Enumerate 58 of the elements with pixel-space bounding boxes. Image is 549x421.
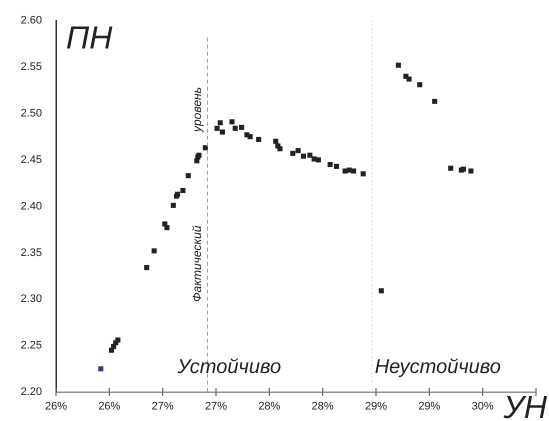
point (351, 168, 356, 174)
point (115, 337, 120, 343)
point (316, 157, 321, 162)
point (378, 288, 384, 294)
point (334, 164, 340, 169)
y-tick-label: 2.60 (20, 14, 42, 27)
point (164, 225, 170, 230)
point (98, 366, 104, 372)
y-tick-label: 2.40 (20, 200, 42, 212)
y-tick-label: 2.45 (20, 154, 42, 166)
x-tick-label: 30% (472, 400, 494, 413)
point (448, 166, 454, 171)
point (144, 265, 150, 270)
x-tick-label: 26% (44, 400, 68, 413)
point (232, 126, 238, 131)
y-tick-label: 2.25 (20, 340, 42, 352)
x-tick-label: 26% (98, 400, 121, 413)
y-tick-label: 2.30 (20, 293, 42, 306)
y-tick-label: 2.50 (20, 107, 42, 120)
y-axis-title: ПН (66, 20, 114, 56)
point (152, 248, 157, 254)
point (396, 62, 401, 68)
x-tick-label: 27% (152, 400, 174, 413)
annotation: Устойчиво (176, 356, 282, 378)
point (328, 162, 333, 168)
point (256, 136, 262, 142)
point (417, 82, 422, 88)
x-tick-label: 27% (204, 400, 228, 413)
point (214, 126, 220, 131)
point (239, 124, 244, 130)
point (218, 120, 223, 126)
point (406, 76, 412, 82)
x-tick-label: 28% (258, 400, 281, 413)
point (170, 202, 176, 208)
y-tick-label: 2.20 (20, 386, 42, 398)
point (180, 188, 186, 194)
point (360, 171, 366, 176)
annotation: Неустойчиво (374, 356, 501, 378)
point (229, 119, 235, 124)
y-tick-label: 2.55 (20, 61, 42, 74)
x-tick-label: 29% (364, 400, 388, 413)
point (460, 166, 466, 172)
point (273, 138, 278, 144)
point (290, 150, 296, 156)
point (277, 146, 283, 152)
point (220, 129, 225, 135)
point (248, 134, 253, 140)
x-tick-label: 28% (312, 400, 334, 413)
point (300, 154, 306, 159)
point (468, 168, 474, 174)
point (296, 148, 301, 154)
x-tick-label: 29% (418, 400, 441, 413)
y-tick-label: 2.35 (20, 246, 42, 259)
point (432, 98, 438, 104)
x-axis-title: УН (502, 389, 548, 421)
point (307, 152, 312, 158)
point (186, 173, 191, 178)
text: Фактический уровень (190, 87, 204, 302)
